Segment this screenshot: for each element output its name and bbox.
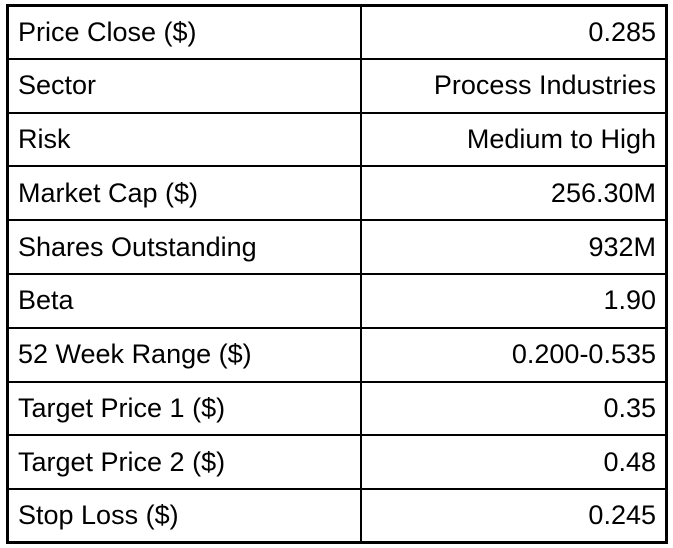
- row-label: Target Price 1 ($): [9, 380, 362, 437]
- table-row-target-price-1: Target Price 1 ($) 0.35: [9, 380, 665, 437]
- row-value: 0.35: [360, 380, 665, 437]
- table-row-sector: Sector Process Industries: [9, 57, 665, 114]
- row-value: 0.48: [360, 434, 665, 491]
- table-row-shares-outstanding: Shares Outstanding 932M: [9, 219, 665, 275]
- row-value: Medium to High: [360, 111, 665, 168]
- row-label: 52 Week Range ($): [9, 326, 362, 383]
- row-value: 1.90: [360, 272, 665, 329]
- row-value: 932M: [360, 219, 665, 275]
- row-label: Risk: [9, 111, 362, 168]
- table-row-market-cap: Market Cap ($) 256.30M: [9, 165, 665, 222]
- row-value: 256.30M: [360, 165, 665, 222]
- table-row-52-week-range: 52 Week Range ($) 0.200-0.535: [9, 326, 665, 383]
- table-row-beta: Beta 1.90: [9, 272, 665, 329]
- row-label: Price Close ($): [9, 7, 362, 60]
- stock-stats-table: Price Close ($) 0.285 Sector Process Ind…: [6, 4, 668, 544]
- row-value: 0.200-0.535: [360, 326, 665, 383]
- stats-table: Price Close ($) 0.285 Sector Process Ind…: [9, 7, 665, 541]
- row-label: Market Cap ($): [9, 165, 362, 222]
- table-row-price-close: Price Close ($) 0.285: [9, 7, 665, 60]
- table-row-risk: Risk Medium to High: [9, 111, 665, 168]
- row-label: Sector: [9, 57, 362, 114]
- row-value: 0.285: [360, 7, 665, 60]
- row-label: Stop Loss ($): [9, 488, 362, 541]
- table-row-stop-loss: Stop Loss ($) 0.245: [9, 488, 665, 541]
- row-value: Process Industries: [360, 57, 665, 114]
- row-value: 0.245: [360, 488, 665, 541]
- row-label: Beta: [9, 272, 362, 329]
- row-label: Shares Outstanding: [9, 219, 362, 275]
- row-label: Target Price 2 ($): [9, 434, 362, 491]
- table-row-target-price-2: Target Price 2 ($) 0.48: [9, 434, 665, 491]
